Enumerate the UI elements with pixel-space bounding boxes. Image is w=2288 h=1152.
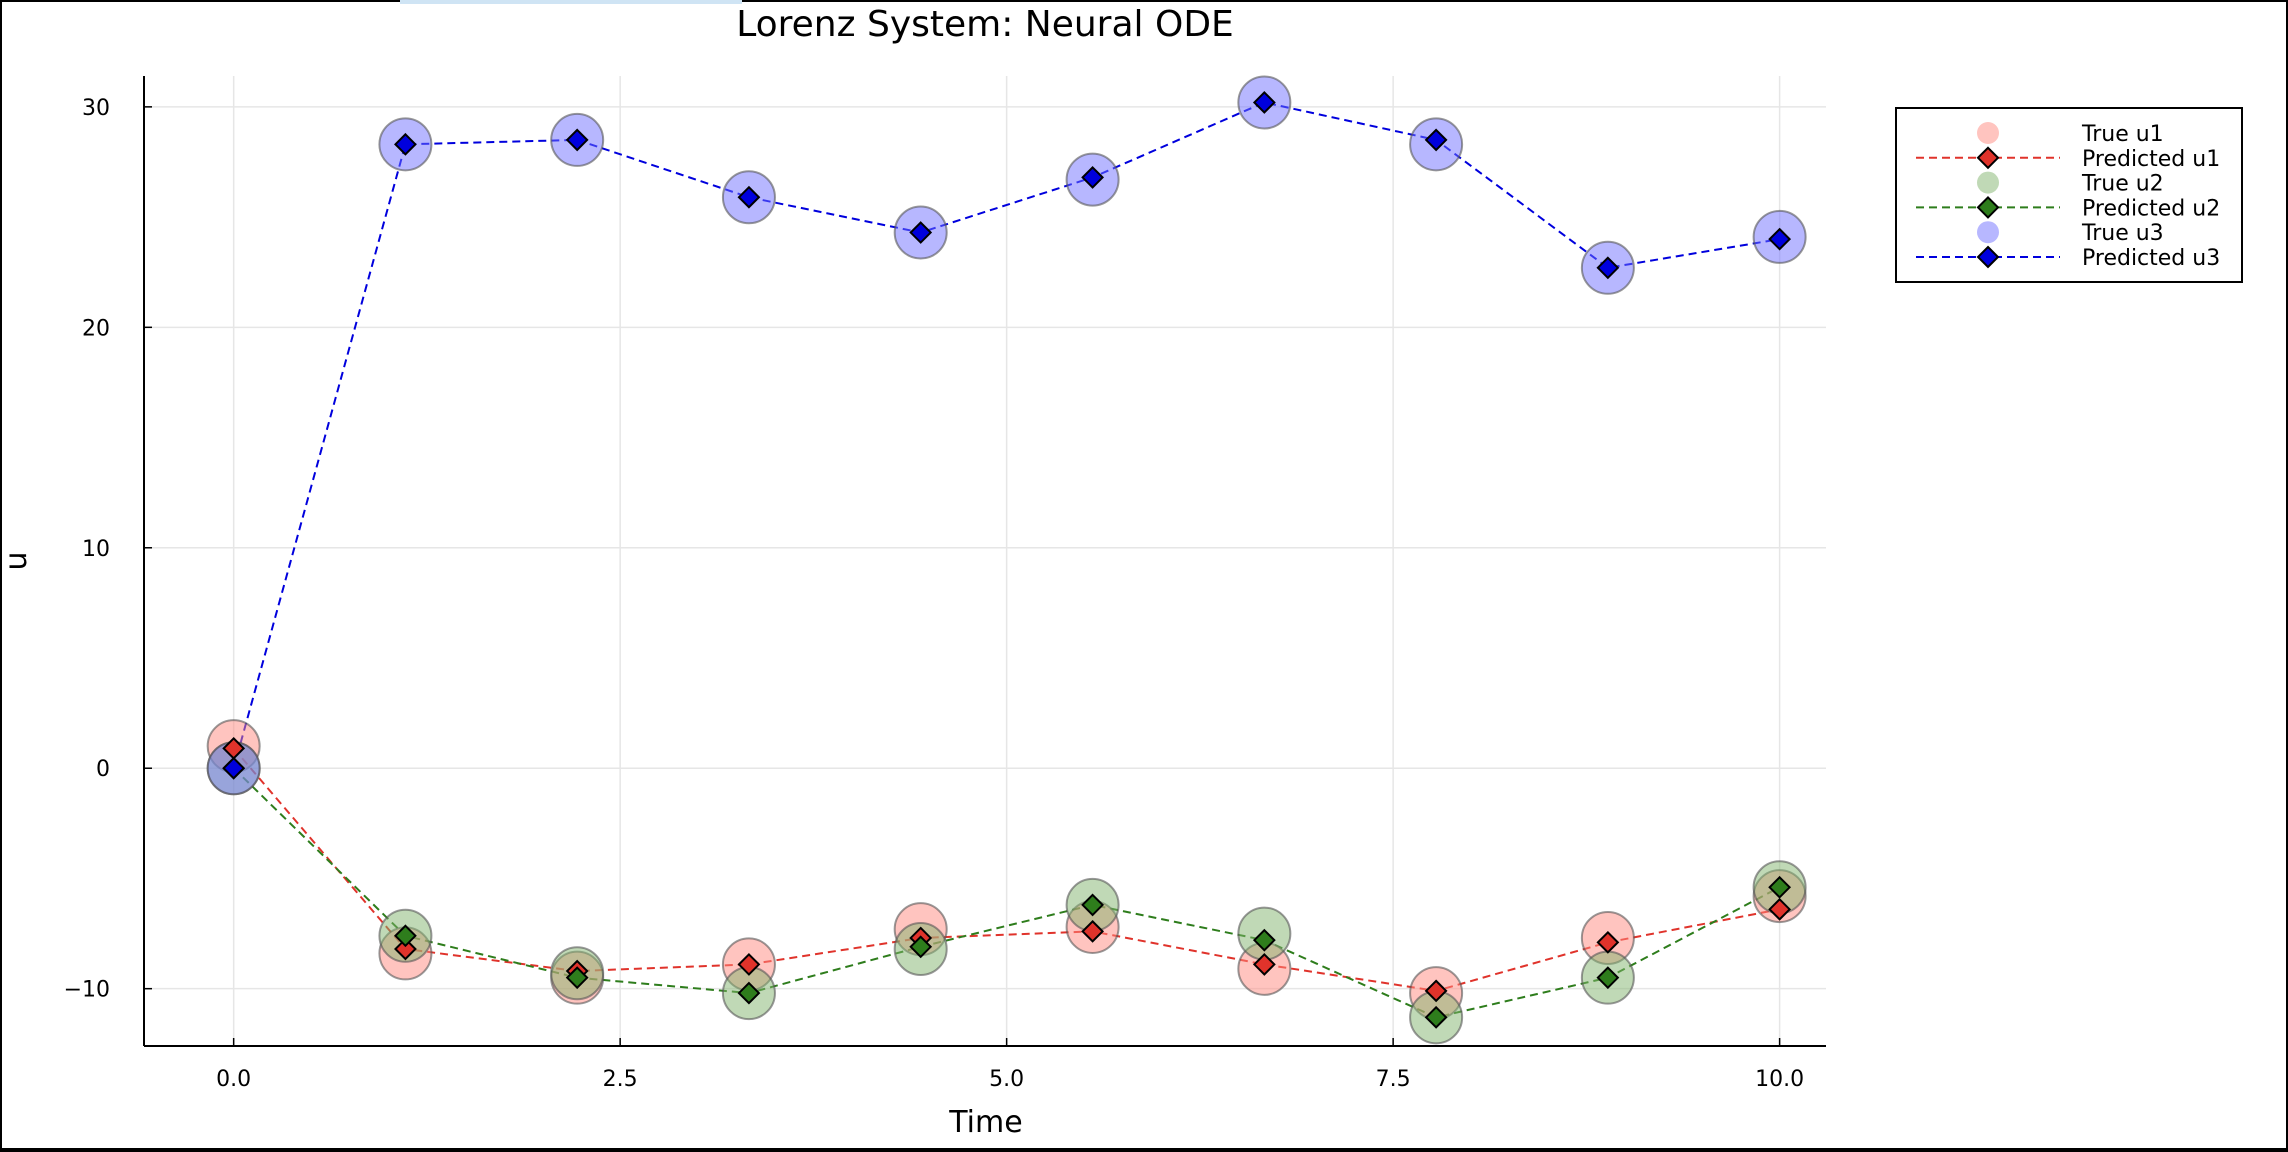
marker-predicted-u1 xyxy=(737,953,761,976)
marker-predicted-u3 xyxy=(1252,91,1276,114)
y-tick-label: 0 xyxy=(96,757,110,782)
line-predicted-u1 xyxy=(232,747,1780,992)
marker-predicted-u1 xyxy=(1252,953,1276,976)
legend-label-true-u2: True u2 xyxy=(2081,172,2164,197)
legend-marker-predicted-u2 xyxy=(1976,195,2000,219)
marker-predicted-u2 xyxy=(565,966,589,990)
legend-box xyxy=(1895,107,2243,283)
line-predicted-u3 xyxy=(232,101,1780,769)
x-tick-label: 0.0 xyxy=(216,1067,251,1092)
x-tick-label: 7.5 xyxy=(1376,1067,1411,1092)
legend-label-true-u3: True u3 xyxy=(2081,221,2164,246)
marker-predicted-u1 xyxy=(1081,919,1105,943)
x-tick-labels: 0.0 2.5 5.0 7.5 10.0 xyxy=(216,1067,1804,1092)
marker-predicted-u3 xyxy=(909,221,933,244)
marker-predicted-u3 xyxy=(1768,227,1792,251)
marker-predicted-u3 xyxy=(565,128,589,152)
legend-label-true-u1: True u1 xyxy=(2081,122,2164,147)
legend-swatch-true-u3 xyxy=(1977,221,1999,244)
series-lines xyxy=(232,101,1781,1019)
marker-predicted-u2 xyxy=(394,924,417,948)
y-tick-label: 10 xyxy=(82,537,110,562)
chart-title: Lorenz System: Neural ODE xyxy=(736,4,1234,45)
marker-predicted-u3 xyxy=(394,132,417,156)
legend-label-predicted-u1: Predicted u1 xyxy=(2082,147,2220,172)
x-axis-label: Time xyxy=(948,1105,1022,1140)
marker-predicted-u2 xyxy=(1424,1005,1448,1029)
x-tick-label: 2.5 xyxy=(603,1067,638,1092)
marker-predicted-u1 xyxy=(394,937,417,961)
legend-swatch-true-u1 xyxy=(1977,122,1999,144)
axes xyxy=(143,76,1826,1047)
y-tick-label: −10 xyxy=(64,978,110,1003)
marker-predicted-u2 xyxy=(1596,966,1620,990)
x-tick-label: 5.0 xyxy=(989,1067,1024,1092)
marker-predicted-u3 xyxy=(222,756,246,780)
legend-marker-predicted-u3 xyxy=(1976,245,2000,269)
marker-predicted-u2 xyxy=(1768,875,1792,899)
y-tick-label: 20 xyxy=(82,316,110,341)
series-points xyxy=(206,75,1807,1045)
legend-marker-predicted-u1 xyxy=(1976,146,2000,170)
marker-predicted-u3 xyxy=(1081,165,1105,189)
marker-predicted-u1 xyxy=(1596,930,1620,954)
marker-predicted-u3 xyxy=(1596,256,1620,280)
y-tick-label: 30 xyxy=(82,96,110,121)
window-accent-strip xyxy=(400,0,742,4)
y-tick-labels: −10 0 10 20 30 xyxy=(64,96,110,1003)
x-tick-label: 10.0 xyxy=(1755,1067,1804,1092)
marker-predicted-u3 xyxy=(1424,128,1448,152)
marker-predicted-u1 xyxy=(1768,897,1792,921)
legend-label-predicted-u3: Predicted u3 xyxy=(2082,246,2220,271)
marker-predicted-u2 xyxy=(1252,928,1276,952)
marker-predicted-u2 xyxy=(1081,893,1105,917)
legend-swatch-true-u2 xyxy=(1977,171,1999,194)
grid-lines xyxy=(144,76,1826,1046)
marker-predicted-u3 xyxy=(737,185,761,209)
marker-predicted-u2 xyxy=(737,981,761,1005)
y-axis-label: u xyxy=(0,551,34,570)
line-predicted-u2 xyxy=(232,767,1781,1019)
marker-predicted-u2 xyxy=(909,935,933,959)
marker-predicted-u1 xyxy=(1424,979,1448,1003)
legend-label-predicted-u2: Predicted u2 xyxy=(2082,196,2220,221)
